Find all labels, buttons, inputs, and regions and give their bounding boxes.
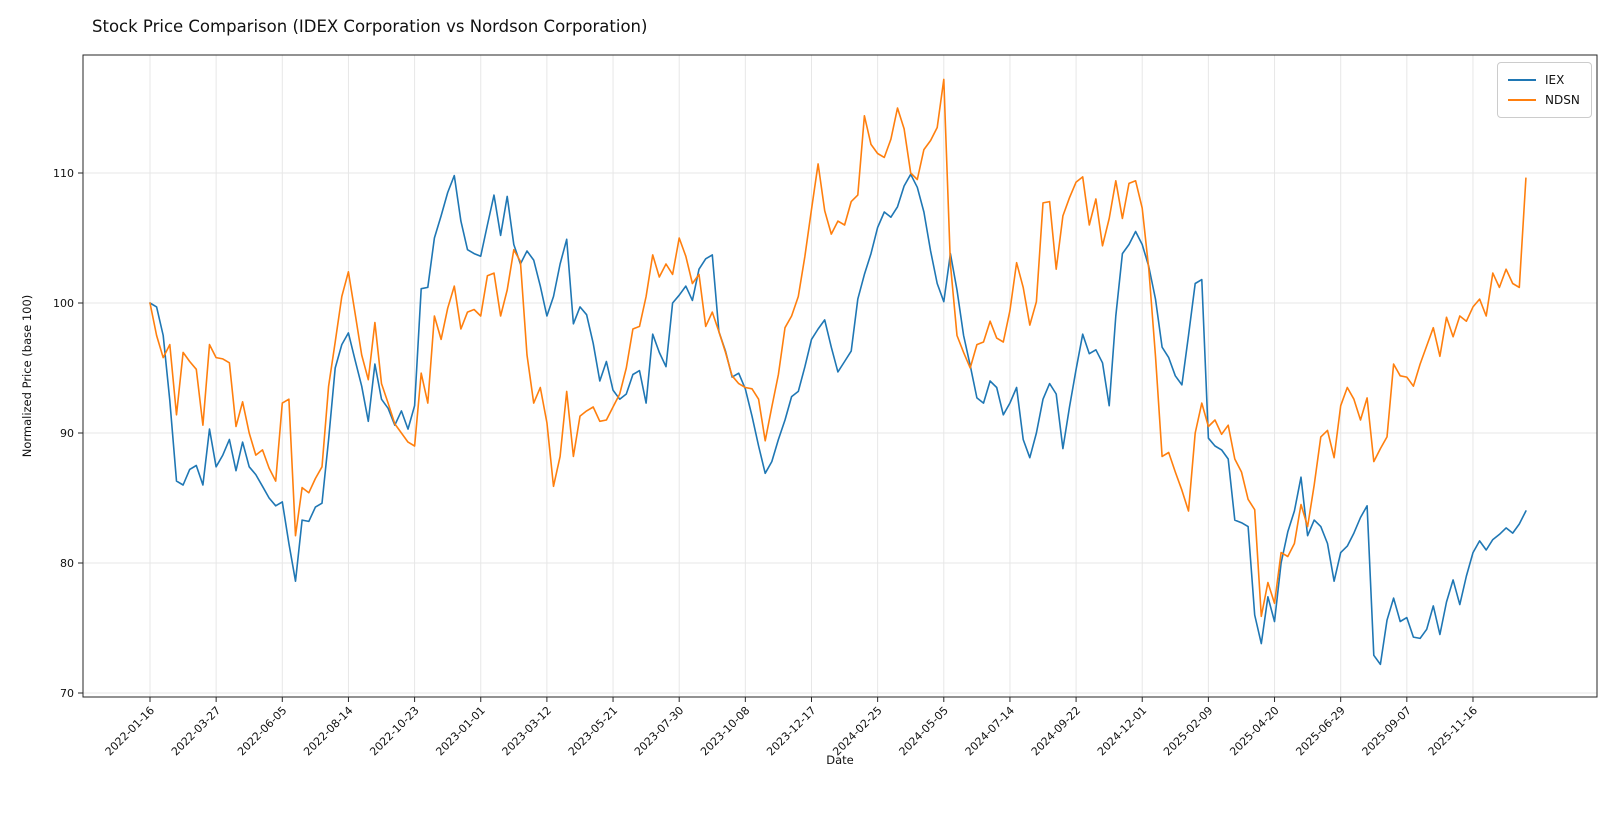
- x-tick-label: 2025-06-29: [1293, 704, 1347, 758]
- legend-item-iex: IEX: [1508, 70, 1580, 90]
- legend-label-ndsn: NDSN: [1545, 93, 1580, 107]
- x-tick-label: 2022-01-16: [103, 704, 157, 758]
- x-tick-label: 2023-12-17: [764, 704, 818, 758]
- axes-box: [82, 54, 1598, 698]
- x-tick-label: 2023-01-01: [433, 704, 487, 758]
- x-tick-label: 2022-03-27: [169, 704, 223, 758]
- y-tick-label: 100: [53, 297, 74, 310]
- y-axis-ticks: 70 80 90 100 110: [53, 167, 83, 700]
- x-tick-label: 2023-03-12: [500, 704, 554, 758]
- x-tick-label: 2023-05-21: [566, 704, 620, 758]
- x-tick-label: 2025-11-16: [1426, 704, 1480, 758]
- x-tick-label: 2022-06-05: [235, 704, 289, 758]
- grid: [83, 55, 1597, 697]
- x-axis-ticks: 2022-01-16 2022-03-27 2022-06-05 2022-08-14…: [103, 697, 1480, 758]
- y-tick-label: 110: [53, 167, 74, 180]
- chart-title: Stock Price Comparison (IDEX Corporation…: [92, 17, 648, 36]
- iex-line-swatch-icon: [1508, 79, 1536, 81]
- y-tick-label: 80: [60, 557, 74, 570]
- x-tick-label: 2022-08-14: [301, 704, 355, 758]
- legend-item-ndsn: NDSN: [1508, 90, 1580, 110]
- x-tick-label: 2023-07-30: [632, 704, 686, 758]
- ndsn-line-swatch-icon: [1508, 99, 1536, 101]
- x-tick-label: 2024-02-25: [830, 704, 884, 758]
- legend-label-iex: IEX: [1545, 73, 1565, 87]
- x-tick-label: 2024-07-14: [963, 704, 1017, 758]
- iex-line: [149, 173, 1527, 666]
- x-tick-label: 2025-02-09: [1161, 704, 1215, 758]
- y-tick-label: 70: [60, 687, 74, 700]
- x-tick-label: 2024-05-05: [897, 704, 951, 758]
- x-tick-label: 2023-10-08: [698, 704, 752, 758]
- x-tick-label: 2025-04-20: [1227, 704, 1281, 758]
- x-tick-label: 2024-12-01: [1095, 704, 1149, 758]
- x-axis-label: Date: [826, 753, 854, 767]
- ndsn-line: [149, 78, 1527, 618]
- legend: IEX NDSN: [1497, 62, 1592, 118]
- x-tick-label: 2025-09-07: [1360, 704, 1414, 758]
- x-tick-label: 2022-10-23: [367, 704, 421, 758]
- x-tick-label: 2024-09-22: [1029, 704, 1083, 758]
- y-tick-label: 90: [60, 427, 74, 440]
